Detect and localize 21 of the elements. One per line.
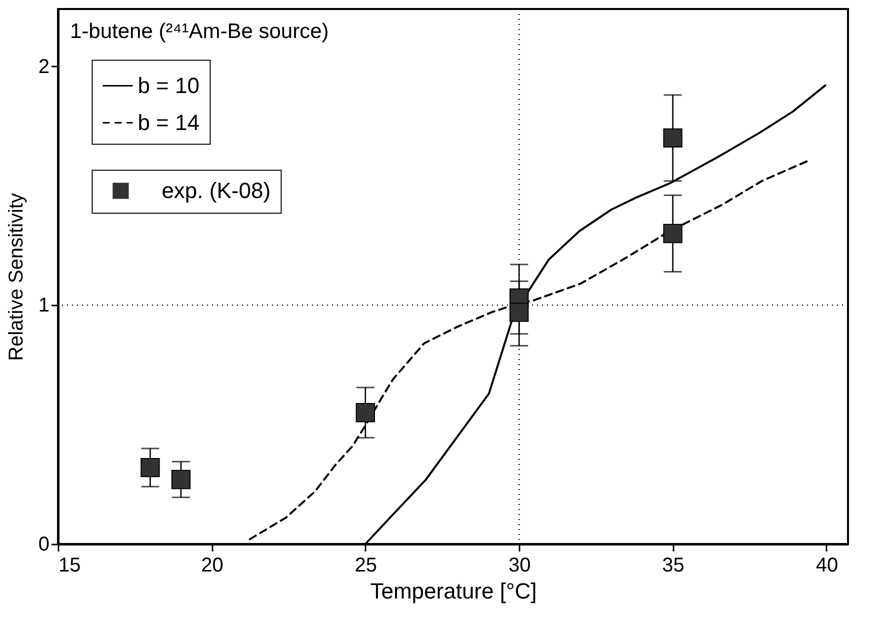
y-axis-title: Relative Sensitivity [5,193,28,361]
x-tick-label: 20 [201,554,224,576]
point [663,224,682,244]
legend-label: exp. (K-08) [162,178,271,203]
point [356,403,375,422]
x-tick-label: 25 [354,554,378,576]
y-tick-label: 0 [38,534,50,556]
point [171,470,191,490]
x-tick-label: 40 [816,554,838,576]
legend-label: b = 10 [138,72,200,98]
point [510,302,529,322]
legend-label: b = 14 [138,110,200,135]
annotation: 1-butene (²⁴¹Am-Be source) [70,20,329,43]
y-tick-label: 1 [38,294,50,317]
x-tick-label: 15 [58,554,81,576]
point [663,128,682,148]
x-axis-title: Temperature [°C] [370,578,537,604]
point [140,458,160,478]
x-tick-label: 35 [662,554,684,576]
x-tick-label: 30 [508,554,531,576]
y-tick-label: 2 [38,56,50,78]
